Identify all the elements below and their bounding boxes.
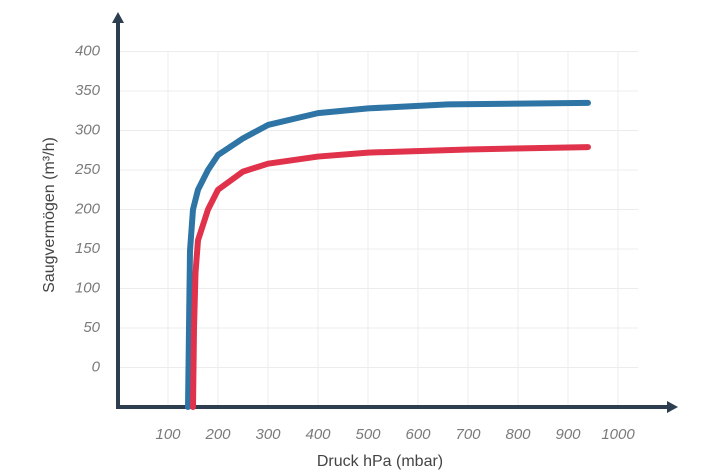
y-tick-label: 200 [74,200,101,217]
line [190,144,591,410]
y-tick-label: 350 [75,82,101,99]
y-tick-label: 300 [75,121,101,138]
x-tick-label: 900 [555,426,581,443]
y-tick-label: 150 [75,240,101,257]
y-tick-label: 250 [74,161,101,178]
x-tick-label: 600 [405,426,431,443]
line [185,99,591,410]
x-axis-arrow [667,401,678,413]
y-axis-arrow [112,12,124,23]
y-tick-label: 100 [75,279,101,296]
x-tick-label: 200 [204,426,231,443]
x-tick-label: 1000 [601,426,635,443]
x-tick-label: 400 [305,426,331,443]
x-tick-label: 300 [255,426,281,443]
x-tick-label: 800 [505,426,531,443]
x-axis-label: Druck hPa (mbar) [317,453,443,470]
y-tick-label: 0 [92,358,101,375]
y-axis-label: Saugvermögen (m³/h) [41,137,58,293]
x-tick-label: 100 [155,426,181,443]
y-tick-label: 400 [75,42,101,59]
y-tick-label: 50 [83,319,100,336]
x-tick-label: 500 [355,426,381,443]
x-tick-label: 700 [455,426,481,443]
